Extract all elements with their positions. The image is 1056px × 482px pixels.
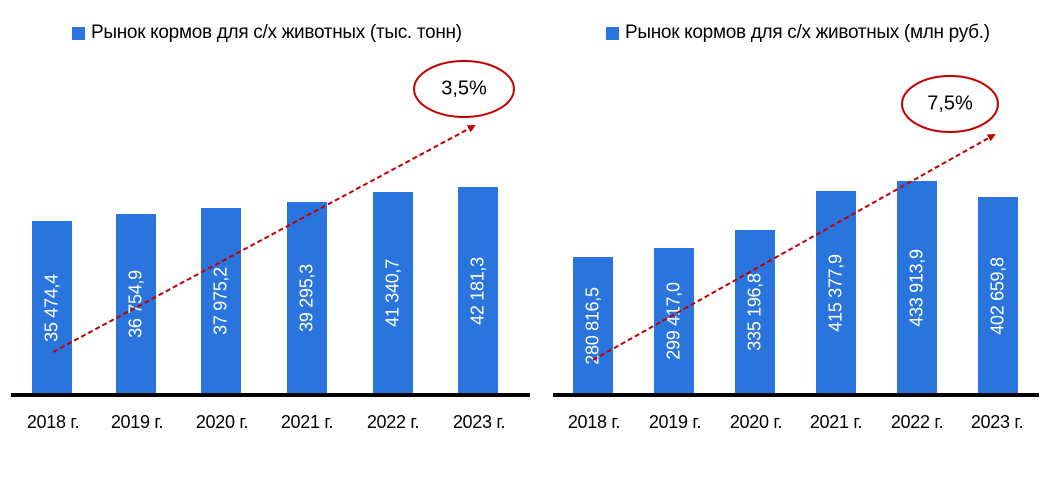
legend-label: Рынок кормов для с/х животных (тыс. тонн… bbox=[91, 22, 462, 43]
bar-value: 433 913,9 bbox=[906, 248, 927, 327]
x-tick: 2022 г. bbox=[890, 412, 944, 432]
bar-2019: 299 417,0 bbox=[654, 248, 694, 394]
bar-value: 415 377,9 bbox=[825, 253, 846, 332]
chart-value: Рынок кормов для с/х животных (млн руб.)… bbox=[540, 0, 1056, 482]
bar-2020: 335 196,8 bbox=[735, 230, 775, 394]
legend-label: Рынок кормов для с/х животных (млн руб.) bbox=[625, 22, 990, 43]
x-tick: 2020 г. bbox=[729, 412, 783, 432]
bar-2018: 35 474,4 bbox=[32, 221, 72, 394]
x-tick: 2018 г. bbox=[567, 412, 621, 432]
bar-value: 36 754,9 bbox=[125, 270, 146, 338]
x-tick: 2023 г. bbox=[452, 412, 506, 432]
x-tick: 2021 г. bbox=[809, 412, 863, 432]
bar-2023: 402 659,8 bbox=[978, 197, 1018, 394]
x-axis-line bbox=[553, 393, 1039, 397]
bar-value: 35 474,4 bbox=[41, 273, 62, 342]
bar-value: 41 340,7 bbox=[382, 259, 403, 327]
bar-2021: 39 295,3 bbox=[287, 202, 327, 394]
bar-value: 299 417,0 bbox=[663, 282, 684, 360]
legend: Рынок кормов для с/х животных (млн руб.) bbox=[606, 22, 990, 44]
bar-value: 39 295,3 bbox=[296, 264, 317, 332]
chart-volume: Рынок кормов для с/х животных (тыс. тонн… bbox=[11, 22, 530, 432]
x-tick: 2018 г. bbox=[26, 412, 80, 432]
x-tick: 2022 г. bbox=[366, 412, 420, 432]
x-tick: 2019 г. bbox=[648, 412, 702, 432]
bar-value: 42 181,3 bbox=[467, 256, 488, 325]
x-tick: 2019 г. bbox=[110, 412, 164, 432]
legend-swatch-icon bbox=[606, 26, 619, 40]
x-axis-line bbox=[11, 393, 530, 397]
bar-2023: 42 181,3 bbox=[458, 187, 498, 394]
legend: Рынок кормов для с/х животных (тыс. тонн… bbox=[72, 22, 462, 44]
bar-2022: 433 913,9 bbox=[897, 181, 937, 394]
bar-value: 402 659,8 bbox=[987, 256, 1008, 335]
bar-2019: 36 754,9 bbox=[116, 214, 156, 394]
bar-value: 335 196,8 bbox=[744, 273, 765, 351]
cagr-label: 3,5% bbox=[441, 77, 487, 100]
x-tick: 2021 г. bbox=[280, 412, 334, 432]
cagr-label: 7,5% bbox=[927, 92, 973, 115]
bar-value: 280 816,5 bbox=[582, 286, 603, 365]
x-tick: 2023 г. bbox=[970, 412, 1024, 432]
bar-value: 37 975,2 bbox=[210, 267, 231, 335]
bar-2018: 280 816,5 bbox=[573, 257, 613, 394]
bar-2022: 41 340,7 bbox=[373, 192, 413, 394]
bar-2021: 415 377,9 bbox=[816, 191, 856, 394]
legend-swatch-icon bbox=[72, 26, 85, 40]
x-tick: 2020 г. bbox=[195, 412, 249, 432]
bar-2020: 37 975,2 bbox=[201, 208, 241, 394]
